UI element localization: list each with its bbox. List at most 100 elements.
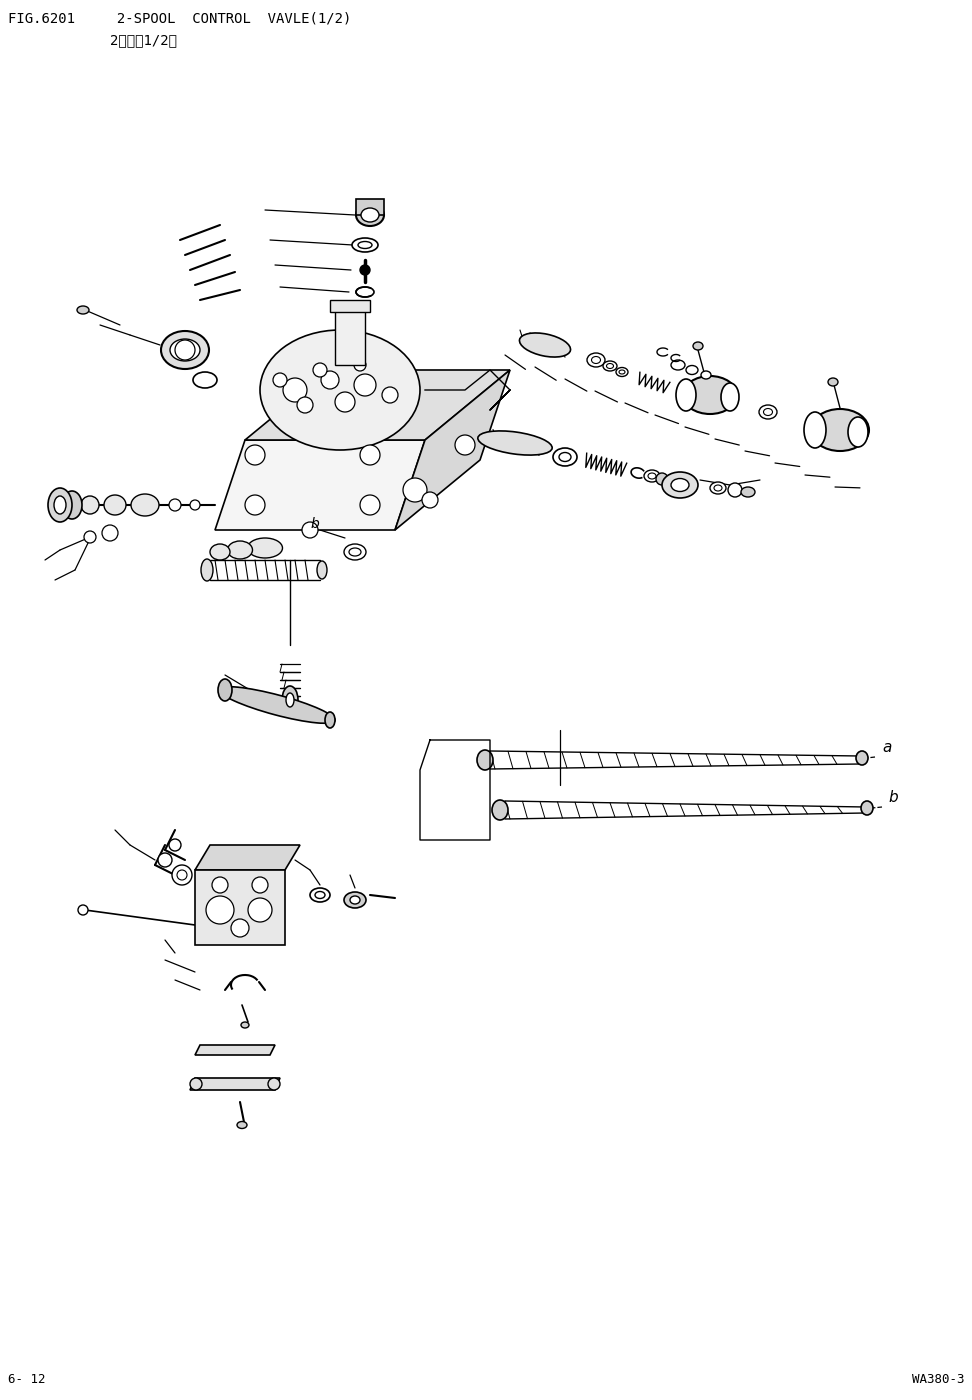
Ellipse shape (683, 377, 737, 414)
Circle shape (403, 477, 427, 503)
Ellipse shape (81, 496, 99, 514)
Ellipse shape (310, 888, 330, 902)
Ellipse shape (492, 799, 508, 820)
Bar (356, 199, 384, 216)
Ellipse shape (701, 371, 711, 379)
Polygon shape (215, 440, 425, 531)
Ellipse shape (344, 892, 366, 909)
Circle shape (78, 904, 88, 916)
Ellipse shape (477, 750, 493, 770)
Ellipse shape (193, 372, 217, 388)
Ellipse shape (721, 384, 739, 412)
Circle shape (245, 496, 265, 515)
Ellipse shape (54, 496, 66, 514)
Text: FIG.6201     2-SPOOL  CONTROL  VAVLE(1/2): FIG.6201 2-SPOOL CONTROL VAVLE(1/2) (8, 13, 351, 27)
Ellipse shape (619, 370, 625, 374)
Text: 2路阀（1/2）: 2路阀（1/2） (110, 34, 177, 48)
Circle shape (169, 498, 181, 511)
Ellipse shape (219, 687, 335, 724)
Ellipse shape (350, 896, 360, 904)
Ellipse shape (352, 238, 378, 252)
Ellipse shape (587, 353, 605, 367)
Ellipse shape (592, 357, 601, 364)
Ellipse shape (644, 470, 660, 482)
Ellipse shape (349, 547, 361, 556)
Text: 6- 12: 6- 12 (8, 1373, 46, 1386)
Circle shape (455, 435, 475, 455)
Ellipse shape (104, 496, 126, 515)
Ellipse shape (62, 491, 82, 519)
Ellipse shape (248, 538, 283, 559)
Circle shape (354, 374, 376, 396)
Circle shape (177, 869, 187, 881)
Circle shape (273, 372, 287, 386)
Circle shape (360, 265, 370, 274)
Polygon shape (245, 370, 510, 440)
Ellipse shape (268, 1078, 280, 1091)
Circle shape (175, 340, 195, 360)
Ellipse shape (286, 693, 294, 707)
Polygon shape (195, 869, 285, 945)
Ellipse shape (693, 342, 703, 350)
Ellipse shape (218, 679, 232, 701)
Ellipse shape (759, 405, 777, 419)
Circle shape (728, 483, 742, 497)
Ellipse shape (714, 484, 722, 491)
Text: b: b (888, 790, 897, 805)
Circle shape (231, 918, 249, 937)
Ellipse shape (201, 559, 213, 581)
Ellipse shape (603, 361, 617, 371)
Ellipse shape (607, 364, 613, 368)
Ellipse shape (237, 1121, 247, 1128)
Polygon shape (195, 1044, 275, 1056)
Ellipse shape (282, 686, 298, 714)
Ellipse shape (317, 561, 327, 580)
Circle shape (169, 839, 181, 851)
Ellipse shape (710, 482, 726, 494)
Text: WA380-3: WA380-3 (912, 1373, 964, 1386)
Circle shape (360, 445, 380, 465)
Ellipse shape (671, 360, 685, 370)
Circle shape (313, 363, 327, 377)
Bar (330, 300, 370, 312)
Ellipse shape (227, 540, 253, 559)
Ellipse shape (861, 801, 873, 815)
Polygon shape (190, 1078, 280, 1091)
Ellipse shape (325, 713, 335, 728)
Circle shape (360, 496, 380, 515)
Polygon shape (195, 846, 300, 869)
Ellipse shape (48, 489, 72, 522)
Text: b: b (310, 517, 319, 531)
Circle shape (206, 896, 234, 924)
Ellipse shape (559, 452, 571, 462)
Ellipse shape (804, 412, 826, 448)
Ellipse shape (848, 417, 868, 447)
Ellipse shape (210, 545, 230, 560)
Circle shape (354, 358, 366, 371)
Circle shape (158, 853, 172, 867)
Circle shape (283, 378, 307, 402)
Circle shape (382, 386, 398, 403)
Ellipse shape (358, 241, 372, 249)
Ellipse shape (676, 379, 696, 412)
Circle shape (335, 392, 355, 412)
Circle shape (190, 500, 200, 510)
Ellipse shape (763, 409, 773, 416)
Ellipse shape (241, 1022, 249, 1028)
Circle shape (245, 445, 265, 465)
Ellipse shape (519, 333, 571, 357)
Circle shape (252, 876, 268, 893)
Circle shape (84, 531, 96, 543)
Polygon shape (395, 370, 510, 531)
Ellipse shape (344, 545, 366, 560)
Ellipse shape (616, 367, 628, 377)
Ellipse shape (361, 209, 379, 223)
Ellipse shape (260, 330, 420, 449)
Circle shape (102, 525, 118, 540)
Circle shape (212, 876, 228, 893)
Ellipse shape (478, 431, 552, 455)
Ellipse shape (856, 750, 868, 764)
Ellipse shape (170, 339, 200, 361)
Circle shape (302, 522, 318, 538)
Ellipse shape (811, 409, 869, 451)
